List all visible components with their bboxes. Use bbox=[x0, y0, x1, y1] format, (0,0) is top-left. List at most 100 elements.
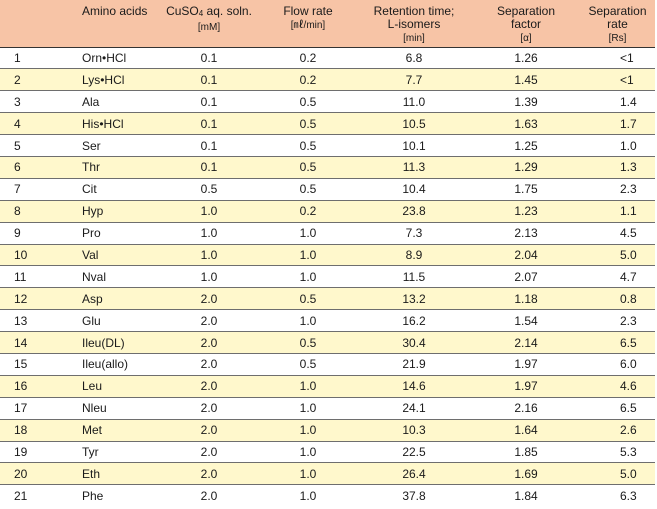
flow-rate-value: 0.5 bbox=[260, 178, 356, 201]
separation-rate-value: 2.6 bbox=[580, 419, 655, 442]
retention-time-value: 10.4 bbox=[356, 178, 472, 201]
separation-factor-value: 1.26 bbox=[472, 47, 580, 70]
retention-time-value: 7.7 bbox=[356, 68, 472, 92]
header-retention-line1: Retention time; bbox=[373, 4, 455, 18]
row-number: 19 bbox=[0, 441, 60, 464]
separation-factor-value: 1.69 bbox=[472, 462, 580, 486]
cuso4-concentration: 0.1 bbox=[158, 90, 260, 114]
header-sep-rate-unit: [Rs] bbox=[608, 33, 627, 44]
retention-time-value: 21.9 bbox=[356, 353, 472, 376]
cuso4-concentration: 2.0 bbox=[158, 397, 260, 420]
table-header: Amino acids CuSO4 aq. soln. [mM] Flow ra… bbox=[0, 0, 655, 48]
table-row: 19 Tyr 2.0 1.0 22.5 1.85 5.3 bbox=[0, 441, 655, 464]
cuso4-concentration: 2.0 bbox=[158, 441, 260, 464]
amino-acid-name: Leu bbox=[60, 375, 158, 398]
separation-factor-value: 1.39 bbox=[472, 90, 580, 114]
retention-time-value: 10.5 bbox=[356, 112, 472, 136]
retention-time-value: 16.2 bbox=[356, 309, 472, 333]
retention-time-value: 10.3 bbox=[356, 419, 472, 442]
header-sep-rate-line1: Separation bbox=[588, 4, 647, 18]
retention-time-value: 14.6 bbox=[356, 375, 472, 398]
separation-rate-value: 0.8 bbox=[580, 287, 655, 311]
separation-rate-value: 4.5 bbox=[580, 222, 655, 245]
header-number bbox=[0, 0, 60, 48]
row-number: 18 bbox=[0, 419, 60, 442]
separation-rate-value: 1.4 bbox=[580, 90, 655, 114]
separation-rate-value: 5.3 bbox=[580, 441, 655, 464]
header-amino-acids-label: Amino acids bbox=[82, 4, 148, 18]
table-row: 9 Pro 1.0 1.0 7.3 2.13 4.5 bbox=[0, 222, 655, 245]
table-row: 11 Nval 1.0 1.0 11.5 2.07 4.7 bbox=[0, 265, 655, 289]
flow-rate-value: 1.0 bbox=[260, 309, 356, 333]
row-number: 7 bbox=[0, 178, 60, 201]
flow-rate-value: 1.0 bbox=[260, 462, 356, 486]
cuso4-concentration: 2.0 bbox=[158, 353, 260, 376]
retention-time-value: 11.5 bbox=[356, 265, 472, 289]
header-sep-factor-line1: Separation bbox=[496, 4, 556, 18]
row-number: 11 bbox=[0, 265, 60, 289]
amino-acid-name: Phe bbox=[82, 489, 104, 503]
cuso4-concentration: 2.0 bbox=[158, 287, 260, 311]
amino-acid-name: Asp bbox=[60, 287, 158, 311]
cuso4-concentration: 1.0 bbox=[158, 265, 260, 289]
flow-rate-value: 1.0 bbox=[260, 375, 356, 398]
header-retention-time: Retention time; L-isomers [min] bbox=[356, 0, 472, 48]
separation-rate-value: <1 bbox=[580, 68, 655, 92]
separation-rate-value: 5.0 bbox=[580, 462, 655, 486]
table-row: 18 Met 2.0 1.0 10.3 1.64 2.6 bbox=[0, 419, 655, 442]
cuso4-concentration: 2.0 bbox=[200, 489, 218, 503]
row-number: 1 bbox=[0, 47, 60, 70]
amino-acid-name: Val bbox=[60, 244, 158, 267]
separation-factor-value: 1.84 bbox=[514, 489, 538, 503]
cuso4-concentration: 2.0 bbox=[158, 419, 260, 442]
separation-rate-value: 1.1 bbox=[580, 200, 655, 223]
table-row: 15 Ileu(allo) 2.0 0.5 21.9 1.97 6.0 bbox=[0, 353, 655, 376]
header-sep-rate-line2: rate bbox=[607, 17, 628, 31]
cuso4-concentration: 0.5 bbox=[158, 178, 260, 201]
flow-rate-value: 1.0 bbox=[260, 265, 356, 289]
table-row: 4 His•HCl 0.1 0.5 10.5 1.63 1.7 bbox=[0, 112, 655, 136]
header-sep-factor-line2: factor bbox=[510, 17, 541, 31]
retention-time-value: 13.2 bbox=[356, 287, 472, 311]
amino-acid-name: Nleu bbox=[60, 397, 158, 420]
amino-acid-name: Lys•HCl bbox=[60, 68, 158, 92]
separation-factor-value: 1.25 bbox=[472, 134, 580, 157]
header-flow-rate: Flow rate [㎖/min] bbox=[260, 0, 356, 48]
header-flow-rate-label: Flow rate bbox=[283, 4, 333, 18]
header-row: Amino acids CuSO4 aq. soln. [mM] Flow ra… bbox=[0, 0, 655, 48]
header-cuso4-subscript: 4 bbox=[198, 9, 204, 18]
retention-time-value: 7.3 bbox=[356, 222, 472, 245]
amino-acid-name: Ileu(DL) bbox=[60, 331, 158, 354]
amino-acid-name: Hyp bbox=[60, 200, 158, 223]
flow-rate-value: 1.0 bbox=[260, 222, 356, 245]
header-flow-rate-unit: [㎖/min] bbox=[290, 20, 326, 31]
row-number: 13 bbox=[0, 309, 60, 333]
separation-factor-value: 2.14 bbox=[472, 331, 580, 354]
cuso4-concentration: 0.1 bbox=[158, 68, 260, 92]
separation-factor-value: 2.16 bbox=[472, 397, 580, 420]
separation-factor-value: 2.04 bbox=[472, 244, 580, 267]
table-row: 3 Ala 0.1 0.5 11.0 1.39 1.4 bbox=[0, 90, 655, 114]
row-number: 21 bbox=[14, 489, 28, 503]
table-row: 20 Eth 2.0 1.0 26.4 1.69 5.0 bbox=[0, 462, 655, 486]
cuso4-concentration: 2.0 bbox=[158, 331, 260, 354]
row-number: 15 bbox=[0, 353, 60, 376]
retention-time-value: 10.1 bbox=[356, 134, 472, 157]
cuso4-concentration: 0.1 bbox=[158, 112, 260, 136]
separation-rate-value: 2.3 bbox=[580, 178, 655, 201]
row-number: 16 bbox=[0, 375, 60, 398]
amino-acid-name: Ala bbox=[60, 90, 158, 114]
flow-rate-value: 0.5 bbox=[260, 353, 356, 376]
amino-acid-name: Ileu(allo) bbox=[60, 353, 158, 376]
flow-rate-value: 0.2 bbox=[260, 68, 356, 92]
amino-acid-name: Orn•HCl bbox=[60, 47, 158, 70]
table-row: 12 Asp 2.0 0.5 13.2 1.18 0.8 bbox=[0, 287, 655, 311]
header-separation-rate: Separation rate [Rs] bbox=[580, 0, 655, 48]
table-row: 10 Val 1.0 1.0 8.9 2.04 5.0 bbox=[0, 244, 655, 267]
retention-time-value: 22.5 bbox=[356, 441, 472, 464]
separation-rate-value: 1.0 bbox=[580, 134, 655, 157]
separation-factor-value: 1.23 bbox=[472, 200, 580, 223]
header-retention-unit: [min] bbox=[403, 33, 425, 44]
cuso4-concentration: 2.0 bbox=[158, 309, 260, 333]
separation-rate-value: 4.7 bbox=[580, 265, 655, 289]
